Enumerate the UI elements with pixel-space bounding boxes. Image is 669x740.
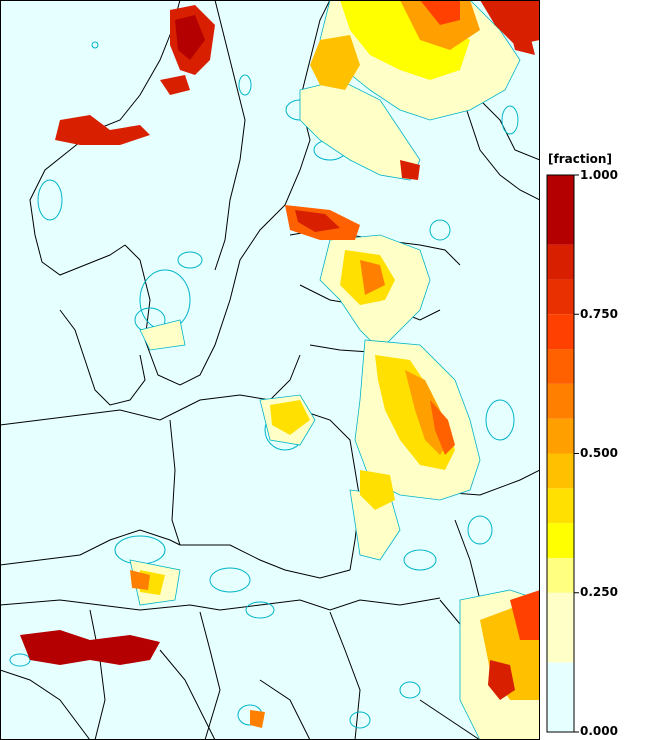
colorbar-bin xyxy=(547,453,574,489)
colorbar xyxy=(546,174,579,733)
legend-unit-label: [fraction] xyxy=(548,152,612,166)
colorbar-bin xyxy=(547,314,574,350)
colorbar-bin xyxy=(547,383,574,419)
colorbar-bin xyxy=(547,279,574,315)
colorbar-bin xyxy=(547,662,574,732)
colorbar-bin xyxy=(547,523,574,558)
colorbar-bin xyxy=(547,488,574,524)
colorbar-bin xyxy=(547,557,574,593)
legend-tick-label: 0.750 xyxy=(580,307,618,321)
legend-tick-label: 0.500 xyxy=(580,446,618,460)
colorbar-bin xyxy=(547,592,574,663)
color-legend: [fraction] 1.000 0.750 0.500 0.250 0.000 xyxy=(540,0,669,740)
colorbar-bin xyxy=(547,418,574,454)
legend-tick-label: 0.250 xyxy=(580,585,618,599)
high-fraction-areas xyxy=(20,0,540,728)
colorbar-bin xyxy=(547,244,574,280)
legend-tick-label: 1.000 xyxy=(580,168,618,182)
colorbar-bin xyxy=(547,349,574,384)
colorbar-bin xyxy=(547,175,574,245)
legend-tick-label: 0.000 xyxy=(580,724,618,738)
fraction-map xyxy=(0,0,540,740)
